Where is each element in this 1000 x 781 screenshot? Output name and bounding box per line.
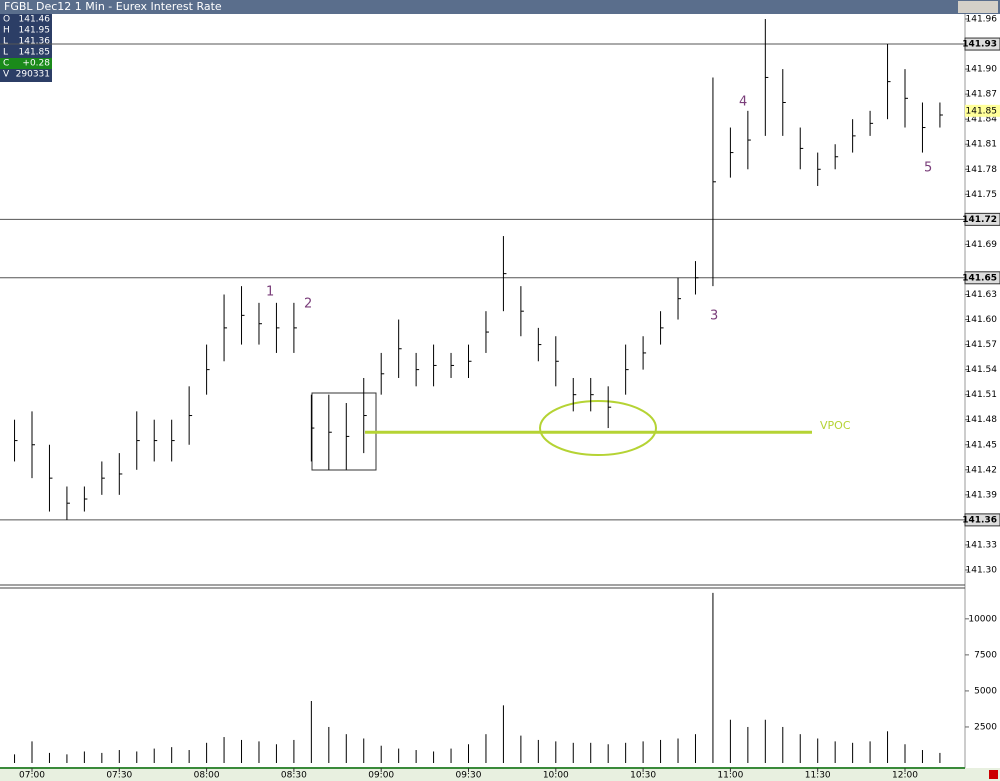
y-tick-label: 141.60 [966, 315, 998, 325]
annotation-label: 4 [739, 95, 747, 110]
level-label: 141.93 [962, 40, 997, 50]
info-value: 141.85 [19, 48, 51, 58]
y-tick-label: 141.57 [966, 340, 998, 350]
y-tick-label: 141.87 [966, 90, 998, 100]
x-tick-label: 09:30 [456, 771, 482, 781]
info-value: 141.46 [19, 15, 51, 25]
annotation-label: 3 [710, 309, 718, 324]
window-title: FGBL Dec12 1 Min - Eurex Interest Rate [4, 0, 222, 13]
info-key: L [3, 37, 8, 47]
annotation-label: 2 [304, 297, 312, 312]
info-key: C [3, 59, 9, 69]
last-price-label: 141.85 [966, 106, 998, 116]
level-label: 141.72 [962, 215, 997, 225]
y-tick-label: 141.51 [966, 390, 998, 400]
x-tick-label: 10:00 [543, 771, 569, 781]
y-tick-label: 141.42 [966, 465, 998, 475]
x-tick-label: 11:30 [805, 771, 831, 781]
x-tick-label: 07:00 [19, 771, 45, 781]
level-tag [964, 212, 1000, 226]
x-tick-label: 12:00 [892, 771, 918, 781]
info-value: 141.95 [19, 26, 51, 36]
x-tick-label: 09:00 [368, 771, 394, 781]
y-tick-label: 141.96 [966, 15, 998, 25]
info-key: L [3, 48, 8, 58]
info-box [0, 14, 52, 82]
level-tag [964, 271, 1000, 285]
level-label: 141.65 [962, 273, 997, 283]
price-axis [965, 14, 1000, 781]
info-value: +0.28 [22, 59, 50, 69]
y-tick-label: 141.54 [966, 365, 998, 375]
ellipse-annotation [539, 400, 657, 456]
y-tick-label: 5000 [974, 686, 997, 696]
info-key: V [3, 70, 10, 80]
y-tick-label: 141.45 [966, 440, 998, 450]
info-highlight [0, 58, 52, 69]
y-tick-label: 10000 [968, 614, 997, 624]
annotation-label: 1 [266, 285, 274, 300]
y-tick-label: 141.30 [966, 565, 998, 575]
x-tick-label: 10:30 [630, 771, 656, 781]
y-tick-label: 141.90 [966, 65, 998, 75]
info-value: 141.36 [19, 37, 51, 47]
level-label: 141.36 [962, 515, 997, 525]
annotation-label: 5 [924, 161, 932, 176]
x-tick-label: 07:30 [106, 771, 132, 781]
level-tag [964, 37, 1000, 51]
y-tick-label: 141.84 [966, 115, 998, 125]
y-tick-label: 141.63 [966, 290, 998, 300]
info-key: H [3, 26, 10, 36]
y-tick-label: 141.33 [966, 540, 998, 550]
x-tick-label: 11:00 [717, 771, 743, 781]
time-axis [0, 768, 1000, 781]
y-tick-label: 141.78 [966, 165, 998, 175]
x-tick-label: 08:30 [281, 771, 307, 781]
y-tick-label: 141.39 [966, 490, 998, 500]
y-tick-label: 141.69 [966, 240, 998, 250]
window-buttons[interactable] [958, 1, 998, 13]
y-tick-label: 141.48 [966, 415, 998, 425]
y-tick-label: 141.75 [966, 190, 998, 200]
y-tick-label: 7500 [974, 650, 997, 660]
y-tick-label: 2500 [974, 722, 997, 732]
y-tick-label: 141.81 [966, 140, 998, 150]
x-tick-label: 08:00 [194, 771, 220, 781]
scroll-button[interactable] [989, 770, 998, 779]
vpoc-label: VPOC [820, 419, 851, 432]
info-value: 290331 [16, 70, 50, 80]
level-tag [964, 513, 1000, 527]
title-bar [0, 0, 1000, 14]
last-price-tag [965, 104, 1000, 117]
info-key: O [3, 15, 10, 25]
